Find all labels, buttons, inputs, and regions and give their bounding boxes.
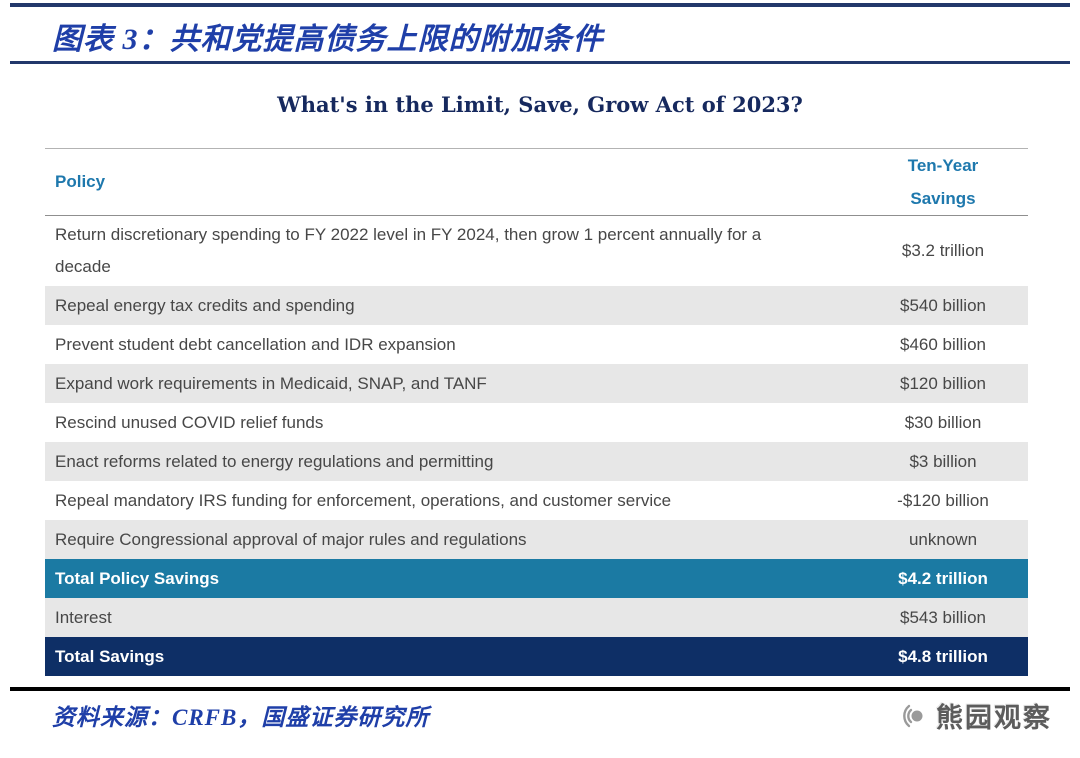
column-header-policy: Policy [55, 172, 106, 191]
bear-broadcast-logo-icon [896, 699, 930, 733]
title-rule [10, 61, 1070, 64]
table-row-total-policy-savings: Total Policy Savings $4.2 trillion [45, 559, 1028, 598]
savings-cell: $3 billion [909, 451, 977, 471]
policy-cell: Total Policy Savings [55, 568, 220, 588]
table-row: Prevent student debt cancellation and ID… [45, 325, 1028, 364]
table-row: Expand work requirements in Medicaid, SN… [45, 364, 1028, 403]
policy-cell: Interest [55, 607, 112, 627]
savings-cell: -$120 billion [897, 490, 989, 510]
savings-cell: $30 billion [904, 412, 982, 432]
savings-cell: unknown [908, 529, 978, 549]
table-row: Repeal energy tax credits and spending $… [45, 286, 1028, 325]
table-title: What's in the Limit, Save, Grow Act of 2… [277, 92, 803, 117]
policy-cell: Rescind unused COVID relief funds [55, 412, 324, 432]
top-rule [10, 3, 1070, 7]
table-row: Rescind unused COVID relief funds $30 bi… [45, 403, 1028, 442]
savings-cell: $120 billion [899, 373, 986, 393]
figure-title: 图表 3：共和党提高债务上限的附加条件 [52, 23, 604, 56]
table-header-row: Policy Ten-Year Savings [45, 148, 1028, 216]
column-header-savings-label: Ten-Year Savings [907, 156, 979, 208]
table-row: Require Congressional approval of major … [45, 520, 1028, 559]
column-header-savings: Ten-Year Savings [858, 149, 1028, 215]
policy-cell: Prevent student debt cancellation and ID… [55, 334, 456, 354]
table-row-total-savings: Total Savings $4.8 trillion [45, 637, 1028, 676]
savings-cell: $460 billion [899, 334, 986, 354]
bottom-rule [10, 687, 1070, 691]
policy-cell: Expand work requirements in Medicaid, SN… [55, 373, 487, 393]
savings-cell: $3.2 trillion [901, 241, 985, 260]
policy-cell: Repeal mandatory IRS funding for enforce… [55, 490, 672, 510]
policy-cell: Return discretionary spending to FY 2022… [55, 225, 762, 276]
source-note: 资料来源：CRFB，国盛证券研究所 [52, 705, 430, 730]
policy-cell: Repeal energy tax credits and spending [55, 295, 355, 315]
policy-cell: Require Congressional approval of major … [55, 529, 527, 549]
watermark: 熊园观察 [896, 696, 1052, 735]
policy-cell: Total Savings [55, 646, 165, 666]
savings-cell: $4.8 trillion [898, 646, 988, 666]
savings-cell: $540 billion [899, 295, 986, 315]
savings-cell: $543 billion [899, 607, 986, 627]
watermark-text: 熊园观察 [936, 703, 1052, 733]
policy-cell: Enact reforms related to energy regulati… [55, 451, 494, 471]
table-row: Interest $543 billion [45, 598, 1028, 637]
table-row: Repeal mandatory IRS funding for enforce… [45, 481, 1028, 520]
table-row: Return discretionary spending to FY 2022… [45, 216, 1028, 286]
savings-table: Policy Ten-Year Savings Return discretio… [45, 148, 1028, 676]
savings-cell: $4.2 trillion [898, 568, 988, 588]
table-row: Enact reforms related to energy regulati… [45, 442, 1028, 481]
